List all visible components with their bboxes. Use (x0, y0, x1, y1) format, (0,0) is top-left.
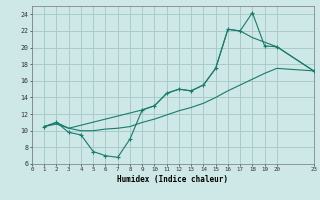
X-axis label: Humidex (Indice chaleur): Humidex (Indice chaleur) (117, 175, 228, 184)
